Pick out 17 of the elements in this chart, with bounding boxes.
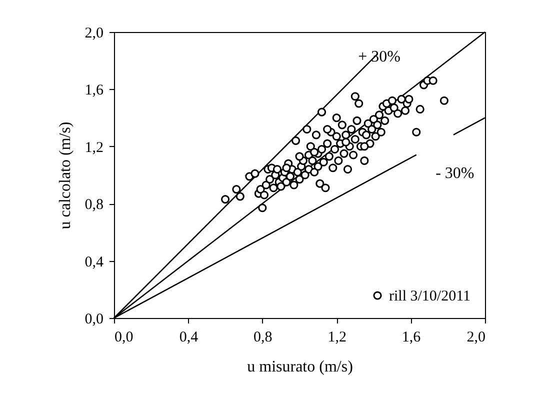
x-axis-title: u misurato (m/s)	[247, 358, 353, 376]
y-tick-label: 0,4	[84, 254, 104, 270]
x-tick-label: 2,0	[466, 330, 486, 346]
legend-label: rill 3/10/2011	[389, 288, 471, 304]
y-axis-title: u calcolato (m/s)	[56, 122, 74, 230]
annotation: + 30%	[358, 48, 400, 66]
x-tick-label: 1,2	[328, 330, 346, 346]
x-tick-label: 1,6	[402, 330, 422, 346]
y-tick-label: 1,2	[84, 140, 104, 156]
x-tick-label: 0,8	[254, 330, 272, 346]
y-tick-label: 0,0	[84, 312, 104, 328]
y-tick-label: 1,6	[84, 82, 104, 99]
x-tick-label: 0,0	[114, 330, 134, 346]
y-tick-label: 0,8	[84, 197, 104, 214]
annotation: - 30%	[436, 164, 474, 182]
y-tick-label: 2,0	[84, 26, 104, 42]
x-tick-label: 0,4	[179, 330, 199, 346]
